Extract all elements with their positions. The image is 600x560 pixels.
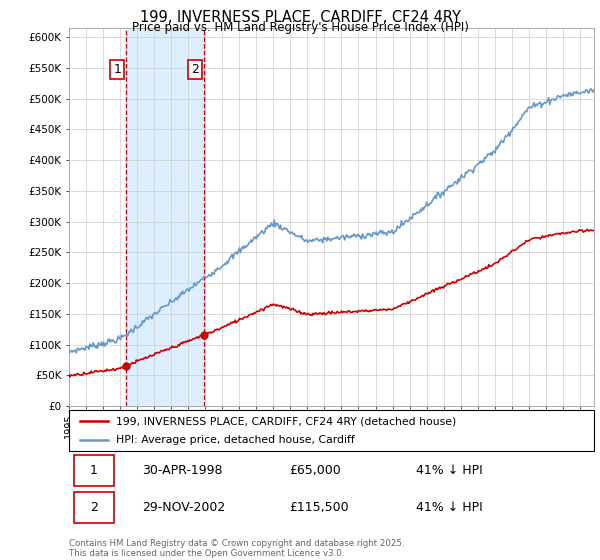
Text: HPI: Average price, detached house, Cardiff: HPI: Average price, detached house, Card…	[116, 435, 355, 445]
Text: 199, INVERNESS PLACE, CARDIFF, CF24 4RY: 199, INVERNESS PLACE, CARDIFF, CF24 4RY	[139, 10, 461, 25]
Text: 41% ↓ HPI: 41% ↓ HPI	[415, 464, 482, 477]
Text: £65,000: £65,000	[290, 464, 341, 477]
Text: 41% ↓ HPI: 41% ↓ HPI	[415, 501, 482, 514]
Text: Contains HM Land Registry data © Crown copyright and database right 2025.
This d: Contains HM Land Registry data © Crown c…	[69, 539, 404, 558]
FancyBboxPatch shape	[74, 455, 113, 486]
Text: Price paid vs. HM Land Registry's House Price Index (HPI): Price paid vs. HM Land Registry's House …	[131, 21, 469, 34]
Text: 30-APR-1998: 30-APR-1998	[143, 464, 223, 477]
Text: 29-NOV-2002: 29-NOV-2002	[143, 501, 226, 514]
Text: 1: 1	[90, 464, 98, 477]
FancyBboxPatch shape	[74, 492, 113, 523]
FancyBboxPatch shape	[69, 410, 594, 451]
Bar	[126, 28, 204, 406]
Text: 2: 2	[90, 501, 98, 514]
Text: 199, INVERNESS PLACE, CARDIFF, CF24 4RY (detached house): 199, INVERNESS PLACE, CARDIFF, CF24 4RY …	[116, 417, 457, 426]
Text: 1: 1	[113, 63, 121, 76]
Text: £115,500: £115,500	[290, 501, 349, 514]
Text: 2: 2	[191, 63, 199, 76]
